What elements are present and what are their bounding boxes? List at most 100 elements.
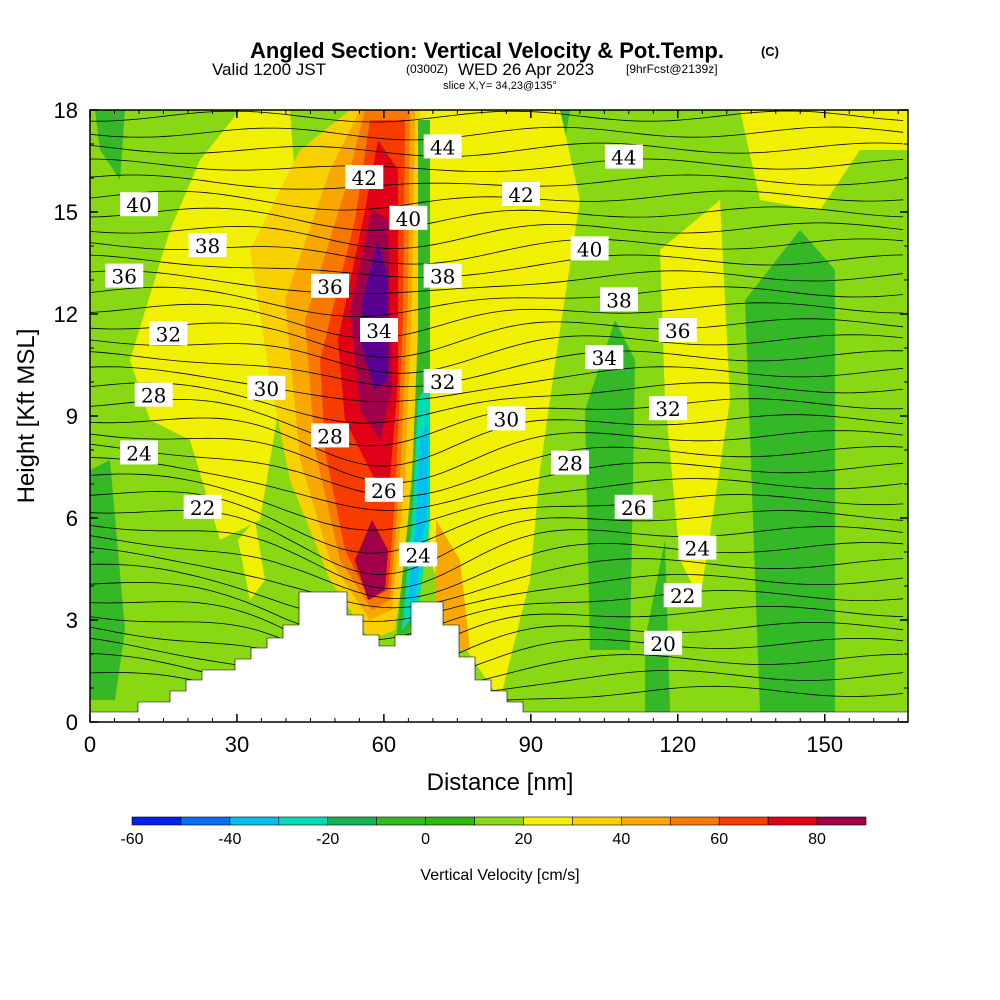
field-dark-green-left (95, 110, 125, 180)
contour-label-bg (247, 375, 286, 400)
x-tick-label: 30 (225, 732, 249, 757)
copyright-mark: (C) (761, 44, 779, 59)
isentrope-line (90, 206, 904, 231)
x-tick-label: 90 (519, 732, 543, 757)
field-yellow-left (130, 110, 300, 540)
contour-label: 36 (658, 318, 697, 343)
isentrope-line (90, 286, 904, 317)
isentrope-line (90, 190, 904, 211)
contour-label-text: 42 (508, 183, 533, 207)
colorbar-tick-label: -40 (218, 831, 241, 848)
contour-label-text: 34 (592, 346, 617, 370)
field-dark-green-lower (645, 540, 670, 712)
contour-label-bg (604, 144, 643, 169)
contour-label-bg (423, 263, 462, 288)
contour-label-text: 40 (577, 237, 602, 261)
y-tick-label: 9 (66, 404, 78, 429)
contour-label-text: 32 (156, 322, 181, 346)
contour-label: 28 (311, 423, 350, 448)
isentrope-line (90, 535, 904, 599)
contour-label-text: 26 (371, 479, 396, 503)
isentrope-line (90, 382, 904, 424)
colorbar-swatch (180, 816, 231, 826)
subtitle-valid: Valid 1200 JST (212, 60, 326, 79)
contour-label-bg (364, 477, 403, 502)
isentrope-line (90, 222, 904, 249)
contour-label: 32 (423, 369, 462, 394)
y-tick-label: 6 (66, 506, 78, 531)
contour-label-bg (551, 450, 590, 475)
y-tick-label: 15 (54, 200, 78, 225)
contour-label: 36 (311, 273, 350, 299)
contour-label-bg (663, 583, 702, 608)
contour-label-bg (678, 535, 717, 560)
colorbar-swatch (718, 816, 769, 826)
y-tick-label: 18 (54, 98, 78, 123)
subtitle-zulu: (0300Z) (406, 62, 448, 76)
contour-label: 38 (423, 263, 462, 289)
contour-label-text: 38 (195, 234, 220, 258)
contour-label-text: 22 (670, 584, 695, 608)
contour-label: 24 (119, 440, 158, 465)
contour-label: 32 (648, 396, 687, 421)
field-dark-green-right (745, 230, 835, 712)
isentrope-line (90, 174, 904, 190)
field-yellow-right (420, 110, 580, 700)
contour-label-text: 38 (430, 265, 455, 289)
colorbar-swatch (572, 816, 622, 826)
contour-label-bg (311, 273, 350, 298)
x-tick-label: 120 (659, 732, 696, 757)
isentrope-line (90, 126, 904, 141)
contour-label: 20 (644, 630, 683, 656)
contour-label-text: 38 (606, 288, 631, 312)
colorbar-swatch (816, 816, 867, 826)
isentrope-line (90, 457, 904, 511)
contour-label-text: 32 (655, 397, 680, 421)
contour-label-bg (134, 382, 173, 407)
colorbar-swatch (327, 816, 377, 826)
contour-label-text: 42 (352, 166, 377, 190)
contour-label-text: 32 (430, 370, 455, 394)
contour-label-bg (585, 345, 624, 370)
isentrope-line (90, 581, 904, 641)
isentrope-line (90, 443, 904, 497)
colorbar-swatch (669, 816, 720, 826)
x-axis-label: Distance [nm] (427, 769, 574, 796)
isentrope-line (90, 430, 904, 484)
field-yellow-topright (740, 110, 908, 210)
contour-label: 42 (502, 182, 541, 207)
contour-label-bg (399, 542, 438, 567)
isentrope-line (90, 473, 904, 531)
contour-label: 32 (149, 321, 188, 346)
field-purple (362, 240, 388, 390)
colorbar-swatch (474, 816, 524, 826)
colorbar-swatch (425, 816, 475, 826)
contour-label-text: 36 (112, 265, 137, 289)
contour-label: 44 (604, 144, 643, 170)
contour-label-bg (389, 205, 428, 230)
contour-label-text: 20 (650, 632, 675, 656)
contour-label-text: 40 (126, 193, 151, 217)
isentrope-line (90, 616, 904, 673)
contour-label-bg (183, 494, 222, 519)
contour-label: 26 (364, 477, 403, 503)
contour-label-text: 40 (396, 207, 421, 231)
contour-label: 38 (188, 233, 227, 258)
contour-label-bg (600, 287, 639, 312)
isentrope-line (90, 490, 904, 554)
contour-label-text: 24 (126, 441, 151, 465)
contour-label: 36 (105, 263, 144, 289)
contour-label: 42 (345, 165, 384, 190)
x-tick-label: 150 (806, 732, 843, 757)
contour-label: 34 (359, 318, 398, 343)
contour-label: 38 (600, 287, 639, 312)
contour-label-text: 28 (557, 452, 582, 476)
contour-label-text: 44 (430, 135, 455, 159)
contour-label: 40 (570, 236, 609, 261)
isentrope-line (90, 350, 904, 388)
colorbar-swatch (131, 816, 182, 826)
contour-label: 30 (247, 375, 286, 401)
colorbar-swatch (278, 816, 329, 826)
